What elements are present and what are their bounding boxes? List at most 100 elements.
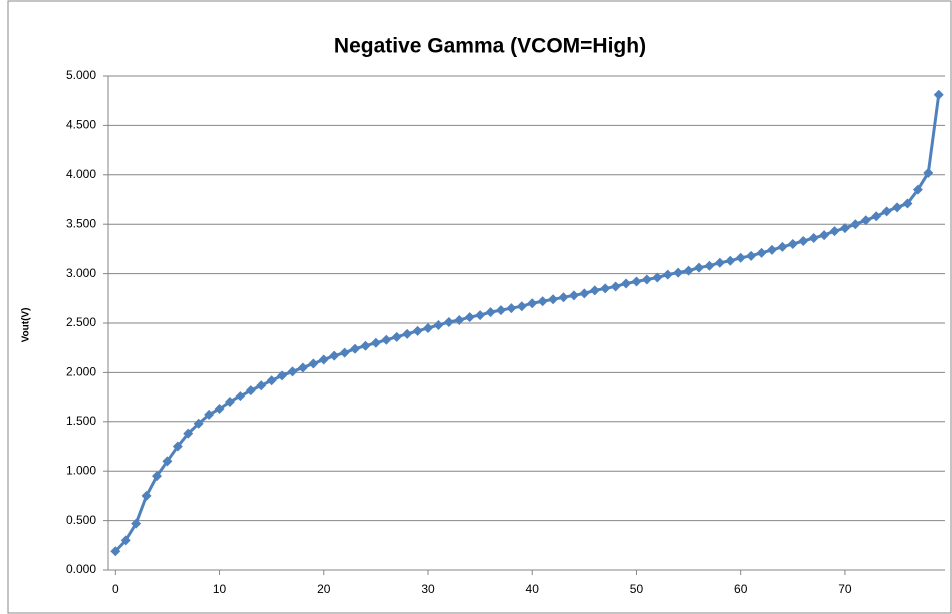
data-point xyxy=(422,322,433,333)
data-point xyxy=(621,278,632,289)
data-point xyxy=(766,244,777,255)
data-point xyxy=(193,418,204,429)
data-point xyxy=(694,262,705,273)
data-point xyxy=(412,325,423,336)
data-point xyxy=(329,350,340,361)
data-point xyxy=(579,288,590,299)
y-tick-label: 2.500 xyxy=(66,315,96,329)
x-tick-label: 40 xyxy=(526,582,540,596)
data-point xyxy=(360,340,371,351)
data-point xyxy=(610,281,621,292)
x-tick-label: 30 xyxy=(421,582,435,596)
data-point xyxy=(798,235,809,246)
data-point xyxy=(662,269,673,280)
data-point xyxy=(297,362,308,373)
data-point xyxy=(558,292,569,303)
data-point xyxy=(214,403,225,414)
data-point xyxy=(683,265,694,276)
y-tick-label: 4.000 xyxy=(66,167,96,181)
data-point xyxy=(568,290,579,301)
data-point xyxy=(756,247,767,258)
data-point xyxy=(204,409,215,420)
chart-title: Negative Gamma (VCOM=High) xyxy=(334,35,646,58)
chart-frame xyxy=(7,0,952,614)
data-point xyxy=(631,276,642,287)
data-point xyxy=(673,267,684,278)
y-tick-label: 3.000 xyxy=(66,266,96,280)
x-tick-label: 70 xyxy=(838,582,852,596)
data-point xyxy=(871,211,882,222)
data-point xyxy=(370,337,381,348)
data-point xyxy=(308,358,319,369)
data-point xyxy=(777,241,788,252)
y-axis-label: Vout(V) xyxy=(21,308,32,343)
data-point xyxy=(652,272,663,283)
data-point xyxy=(527,298,538,309)
data-point xyxy=(516,301,527,312)
data-point xyxy=(548,294,559,305)
data-point xyxy=(912,184,923,195)
data-point xyxy=(714,257,725,268)
data-point xyxy=(735,252,746,263)
y-tick-label: 1.000 xyxy=(66,463,96,477)
data-point xyxy=(589,285,600,296)
data-point xyxy=(318,354,329,365)
data-point xyxy=(850,219,861,230)
data-point xyxy=(256,380,267,391)
data-point xyxy=(787,238,798,249)
data-point xyxy=(433,319,444,330)
x-tick-label: 10 xyxy=(213,582,227,596)
data-point xyxy=(881,206,892,217)
data-point xyxy=(120,535,131,546)
data-point xyxy=(162,456,173,467)
x-tick-label: 0 xyxy=(112,582,119,596)
data-point xyxy=(829,226,840,237)
x-tick-label: 60 xyxy=(734,582,748,596)
data-point xyxy=(381,334,392,345)
data-point xyxy=(339,347,350,358)
data-point xyxy=(819,230,830,241)
data-point xyxy=(172,441,183,452)
data-point xyxy=(746,250,757,261)
data-point xyxy=(641,274,652,285)
data-point xyxy=(402,328,413,339)
data-point xyxy=(506,303,517,314)
y-tick-label: 4.500 xyxy=(66,118,96,132)
data-point xyxy=(443,317,454,328)
data-point xyxy=(839,223,850,234)
data-point xyxy=(350,343,361,354)
data-point xyxy=(266,375,277,386)
data-point xyxy=(808,233,819,244)
data-point xyxy=(235,391,246,402)
data-point xyxy=(151,471,162,482)
x-tick-label: 50 xyxy=(630,582,644,596)
y-tick-label: 1.500 xyxy=(66,414,96,428)
data-point xyxy=(923,167,934,178)
y-tick-label: 3.500 xyxy=(66,216,96,230)
data-point xyxy=(725,255,736,266)
data-point xyxy=(464,312,475,323)
data-point xyxy=(475,310,486,321)
data-point xyxy=(902,198,913,209)
data-point xyxy=(183,428,194,439)
x-tick-label: 20 xyxy=(317,582,331,596)
data-point xyxy=(933,89,944,100)
data-point xyxy=(245,385,256,396)
data-point xyxy=(600,283,611,294)
data-point xyxy=(485,307,496,318)
data-point xyxy=(287,366,298,377)
data-point xyxy=(892,202,903,213)
data-point xyxy=(391,331,402,342)
data-point xyxy=(860,215,871,226)
data-point xyxy=(537,296,548,307)
y-tick-label: 2.000 xyxy=(66,365,96,379)
y-tick-label: 0.500 xyxy=(66,513,96,527)
y-tick-label: 5.000 xyxy=(66,68,96,82)
data-point xyxy=(141,490,152,501)
data-point xyxy=(224,397,235,408)
data-point xyxy=(495,305,506,316)
data-point xyxy=(277,370,288,381)
y-tick-label: 0.000 xyxy=(66,562,96,576)
data-point xyxy=(454,315,465,326)
